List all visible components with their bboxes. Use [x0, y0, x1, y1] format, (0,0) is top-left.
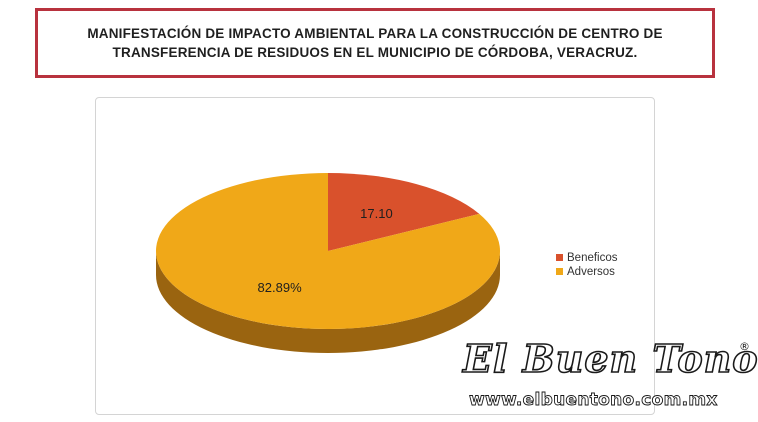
watermark-logo: El Buen Tono — [462, 335, 758, 382]
watermark: El Buen Tono ® www.elbuentono.com.mx — [455, 335, 758, 416]
pie-slice-adversos — [156, 173, 501, 329]
pie-chart: 17.10 82.89% Beneficos Adversos — [156, 173, 618, 353]
chart-frame: 17.10 82.89% Beneficos Adversos — [95, 97, 655, 415]
chart-title-box: MANIFESTACIÓN DE IMPACTO AMBIENTAL PARA … — [35, 8, 715, 78]
chart-title-line-2: TRANSFERENCIA DE RESIDUOS EN EL MUNICIPI… — [112, 45, 638, 60]
pie-slice-beneficos — [328, 173, 480, 251]
pie-side-adversos — [156, 251, 500, 353]
data-label-adversos: 82.89% — [258, 280, 303, 295]
registered-icon: ® — [739, 340, 750, 353]
watermark-url: www.elbuentono.com.mx — [469, 390, 718, 411]
chart-title-line-1: MANIFESTACIÓN DE IMPACTO AMBIENTAL PARA … — [87, 26, 663, 41]
legend-label-beneficos: Beneficos — [567, 252, 618, 264]
legend-label-adversos: Adversos — [567, 266, 615, 278]
legend-swatch-beneficos — [556, 254, 563, 261]
legend-swatch-adversos — [556, 268, 563, 275]
data-label-beneficos: 17.10 — [360, 206, 393, 221]
